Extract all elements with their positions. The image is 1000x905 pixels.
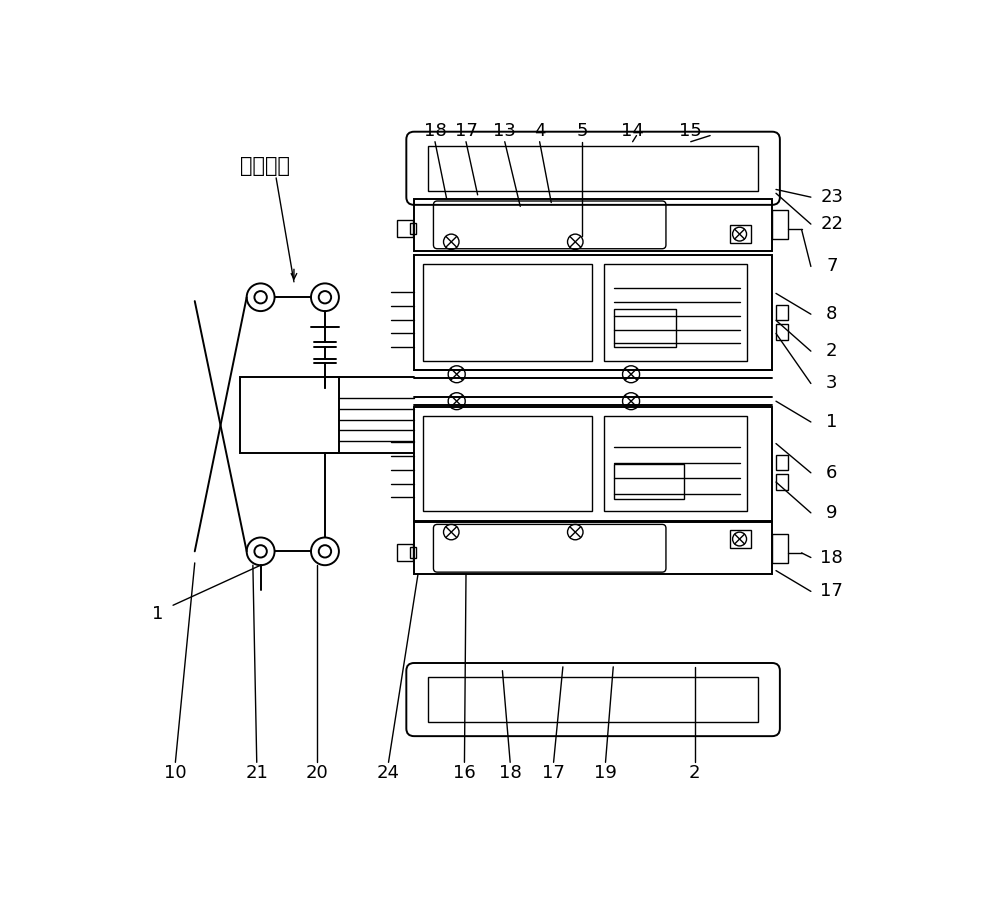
Text: 20: 20 [306, 764, 329, 782]
Text: 5: 5 [576, 122, 588, 140]
Text: 2: 2 [689, 764, 700, 782]
Text: 23: 23 [820, 188, 843, 206]
Text: 3: 3 [826, 375, 838, 393]
Bar [240, 377, 339, 452]
Bar [428, 146, 758, 191]
Text: 13: 13 [493, 122, 516, 140]
Text: 17: 17 [542, 764, 565, 782]
Text: 24: 24 [377, 764, 400, 782]
Bar [776, 324, 788, 339]
Bar [614, 464, 684, 499]
Bar [410, 547, 416, 557]
Text: 21: 21 [245, 764, 268, 782]
Text: 18: 18 [499, 764, 522, 782]
Text: 10: 10 [164, 764, 187, 782]
Text: 18: 18 [424, 122, 446, 140]
Text: 22: 22 [820, 215, 843, 233]
Bar [604, 264, 747, 361]
Bar [410, 224, 416, 234]
Bar [397, 544, 413, 560]
Bar [423, 264, 592, 361]
Text: 1: 1 [152, 605, 163, 624]
Bar [772, 210, 788, 240]
Bar [397, 220, 413, 237]
Text: 车身悬架: 车身悬架 [240, 157, 290, 176]
Text: 1: 1 [826, 413, 837, 431]
Bar [414, 522, 772, 575]
Text: 2: 2 [826, 342, 838, 360]
Bar [730, 529, 751, 548]
Bar [614, 309, 676, 348]
Bar [776, 305, 788, 320]
Bar [730, 224, 751, 243]
Bar [423, 415, 592, 511]
Text: 18: 18 [820, 548, 843, 567]
Text: 15: 15 [679, 122, 702, 140]
Text: 6: 6 [826, 463, 837, 481]
Text: 4: 4 [534, 122, 545, 140]
Bar [604, 415, 747, 511]
Text: 19: 19 [594, 764, 617, 782]
Text: 14: 14 [621, 122, 644, 140]
Bar [772, 534, 788, 563]
Text: 9: 9 [826, 504, 838, 522]
Text: 16: 16 [453, 764, 476, 782]
Text: 17: 17 [820, 583, 843, 600]
Bar [414, 406, 772, 520]
Bar [776, 455, 788, 471]
Text: 8: 8 [826, 305, 837, 323]
Bar [776, 474, 788, 490]
Bar [414, 255, 772, 370]
Text: 17: 17 [455, 122, 477, 140]
Bar [414, 199, 772, 251]
Text: 7: 7 [826, 257, 838, 275]
Bar [428, 677, 758, 722]
